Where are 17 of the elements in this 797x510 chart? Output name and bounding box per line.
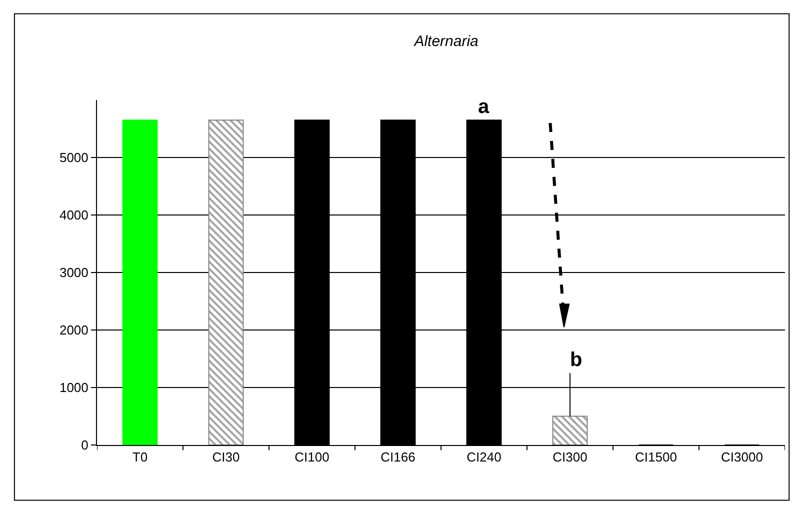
x-tick-label: CI30	[212, 450, 240, 465]
annotation: a	[478, 96, 490, 118]
y-tick-label: 4000	[59, 208, 88, 223]
x-tick-label: CI166	[380, 450, 416, 465]
x-tick-label: CI300	[552, 450, 588, 465]
y-tick-label: 3000	[59, 265, 88, 280]
x-tick-label: CI1500	[635, 450, 677, 465]
x-tick-label: T0	[132, 450, 148, 465]
annotation: b	[570, 349, 582, 371]
x-tick-label: CI3000	[721, 450, 763, 465]
y-tick-label: 1000	[59, 380, 88, 396]
x-tick-label: CI100	[294, 450, 330, 465]
x-tick-label: CI240	[466, 450, 502, 465]
chart-title: Alternaria	[413, 33, 478, 50]
y-tick-label: 2000	[59, 322, 88, 338]
y-tick-label: 0	[81, 438, 88, 453]
y-tick-label: 5000	[59, 150, 88, 166]
